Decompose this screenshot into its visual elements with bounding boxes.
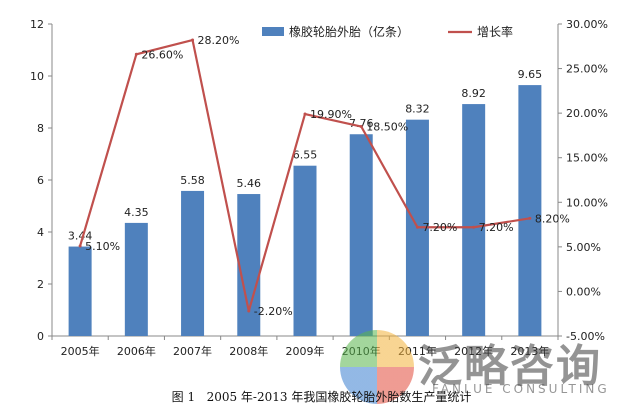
right-tick-label: 15.00% — [566, 152, 608, 165]
bar-data-label: 8.32 — [405, 103, 430, 116]
right-tick-label: 10.00% — [566, 196, 608, 209]
growth-rate-label: 8.20% — [535, 212, 570, 225]
growth-rate-label: 26.60% — [141, 48, 183, 61]
growth-rate-point — [78, 244, 82, 248]
x-tick-label: 2012年 — [454, 344, 493, 358]
x-tick-label: 2009年 — [286, 344, 325, 358]
bar-data-label: 8.92 — [461, 87, 486, 100]
left-tick-label: 6 — [37, 174, 44, 187]
growth-rate-point — [247, 309, 251, 313]
right-tick-label: 20.00% — [566, 107, 608, 120]
bar-data-label: 5.46 — [237, 177, 262, 190]
growth-rate-label: 28.20% — [198, 34, 240, 47]
growth-rate-label: 5.10% — [85, 240, 120, 253]
right-tick-label: 0.00% — [566, 285, 601, 298]
bar — [462, 104, 486, 336]
legend-bar-label: 橡胶轮胎外胎（亿条） — [289, 24, 409, 39]
right-tick-label: -5.00% — [566, 330, 605, 343]
growth-rate-label: 18.50% — [366, 121, 408, 134]
legend-bar-swatch — [262, 27, 284, 36]
bar-data-label: 6.55 — [293, 149, 318, 162]
bar-data-label: 5.58 — [180, 174, 205, 187]
x-tick-label: 2013年 — [510, 344, 549, 358]
bar — [237, 194, 261, 336]
growth-rate-label: 7.20% — [479, 221, 514, 234]
x-tick-label: 2006年 — [117, 344, 156, 358]
left-tick-label: 8 — [37, 122, 44, 135]
bar — [181, 190, 205, 336]
right-tick-label: 25.00% — [566, 63, 608, 76]
growth-rate-label: 19.90% — [310, 108, 352, 121]
bar-data-label: 7.76 — [349, 117, 374, 130]
growth-rate-point — [415, 225, 419, 229]
bar — [293, 165, 317, 336]
growth-rate-label: 7.20% — [422, 221, 457, 234]
growth-rate-label: -2.20% — [254, 305, 293, 318]
figure-caption: 图 1 2005 年-2013 年我国橡胶轮胎外胎数生产量统计 — [171, 390, 472, 404]
growth-rate-point — [303, 112, 307, 116]
growth-rate-point — [472, 225, 476, 229]
bar — [68, 246, 92, 336]
watermark-subtext: FANLUE CONSULTING — [432, 382, 610, 396]
bar — [518, 85, 542, 336]
x-tick-label: 2008年 — [229, 344, 268, 358]
x-tick-label: 2007年 — [173, 344, 212, 358]
growth-rate-point — [359, 125, 363, 129]
bar-data-label: 3.44 — [68, 230, 93, 243]
growth-rate-point — [528, 216, 532, 220]
bar-data-label: 9.65 — [518, 68, 543, 81]
bar — [124, 222, 148, 336]
right-tick-label: 30.00% — [566, 18, 608, 31]
left-tick-label: 4 — [37, 226, 44, 239]
legend-line-label: 增长率 — [477, 24, 513, 39]
bar-data-label: 4.35 — [124, 206, 149, 219]
left-tick-label: 2 — [37, 278, 44, 291]
left-tick-label: 10 — [30, 70, 44, 83]
left-tick-label: 12 — [30, 18, 44, 31]
watermark-text: 泛略咨询 — [418, 341, 602, 392]
watermark-logo-icon — [340, 330, 414, 404]
right-tick-label: 5.00% — [566, 241, 601, 254]
growth-rate-point — [134, 52, 138, 56]
bar — [349, 134, 373, 336]
left-tick-label: 0 — [37, 330, 44, 343]
growth-rate-point — [191, 38, 195, 42]
x-tick-label: 2005年 — [61, 344, 100, 358]
